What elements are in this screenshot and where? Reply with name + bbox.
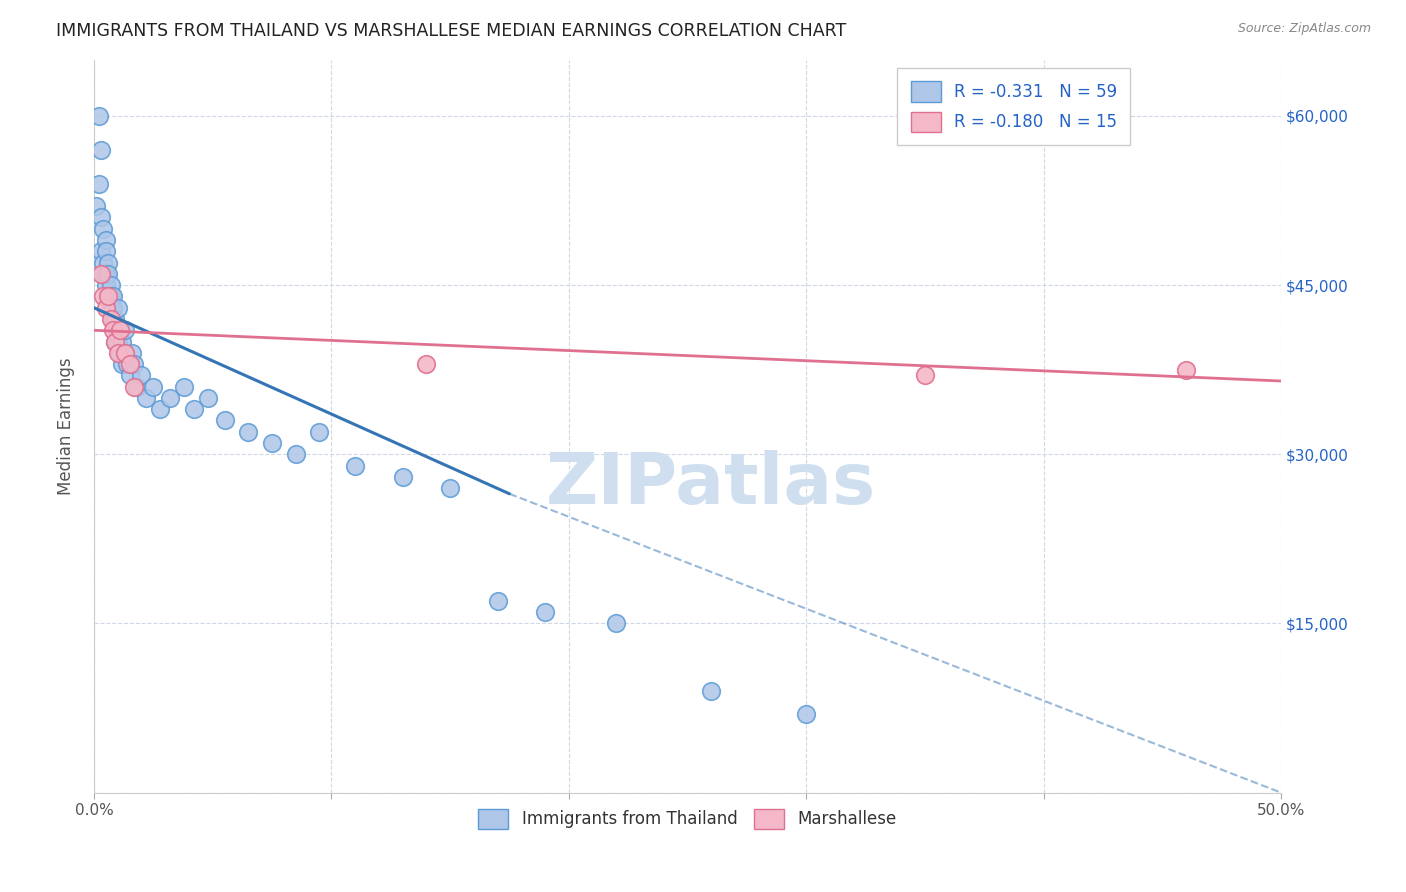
Point — [142, 379, 165, 393]
Point — [115, 357, 138, 371]
Point — [135, 391, 157, 405]
Point — [107, 334, 129, 349]
Legend: Immigrants from Thailand, Marshallese: Immigrants from Thailand, Marshallese — [471, 802, 903, 836]
Point — [1175, 363, 1198, 377]
Point — [87, 177, 110, 191]
Point — [97, 289, 120, 303]
Point — [108, 323, 131, 337]
Point — [118, 368, 141, 383]
Point — [124, 357, 146, 371]
Point — [131, 368, 153, 383]
Point — [415, 357, 437, 371]
Point — [284, 447, 307, 461]
Point — [100, 301, 122, 315]
Point — [104, 334, 127, 349]
Point — [87, 109, 110, 123]
Point — [114, 346, 136, 360]
Point — [173, 379, 195, 393]
Point — [114, 323, 136, 337]
Point — [214, 413, 236, 427]
Point — [108, 323, 131, 337]
Point — [197, 391, 219, 405]
Point — [260, 436, 283, 450]
Point — [104, 312, 127, 326]
Point — [125, 379, 148, 393]
Point — [101, 301, 124, 315]
Point — [124, 379, 146, 393]
Text: IMMIGRANTS FROM THAILAND VS MARSHALLESE MEDIAN EARNINGS CORRELATION CHART: IMMIGRANTS FROM THAILAND VS MARSHALLESE … — [56, 22, 846, 40]
Point — [107, 346, 129, 360]
Point — [100, 278, 122, 293]
Text: ZIPatlas: ZIPatlas — [546, 450, 876, 519]
Point — [90, 143, 112, 157]
Point — [238, 425, 260, 439]
Point — [794, 706, 817, 721]
Point — [149, 402, 172, 417]
Point — [118, 357, 141, 371]
Point — [84, 199, 107, 213]
Y-axis label: Median Earnings: Median Earnings — [58, 358, 75, 495]
Point — [159, 391, 181, 405]
Point — [101, 323, 124, 337]
Point — [94, 244, 117, 259]
Point — [93, 289, 115, 303]
Point — [101, 289, 124, 303]
Point — [104, 334, 127, 349]
Point — [94, 301, 117, 315]
Point — [93, 221, 115, 235]
Point — [101, 312, 124, 326]
Point — [344, 458, 367, 473]
Point — [107, 301, 129, 315]
Point — [94, 278, 117, 293]
Point — [308, 425, 330, 439]
Point — [534, 605, 557, 619]
Point — [700, 684, 723, 698]
Point — [914, 368, 936, 383]
Point — [90, 267, 112, 281]
Point — [605, 616, 627, 631]
Point — [100, 312, 122, 326]
Point — [111, 334, 134, 349]
Point — [93, 255, 115, 269]
Point — [97, 289, 120, 303]
Point — [100, 289, 122, 303]
Point — [183, 402, 205, 417]
Point — [93, 267, 115, 281]
Point — [97, 255, 120, 269]
Point — [108, 346, 131, 360]
Point — [90, 244, 112, 259]
Point — [114, 346, 136, 360]
Point — [90, 211, 112, 225]
Point — [97, 267, 120, 281]
Point — [439, 481, 461, 495]
Point — [94, 267, 117, 281]
Text: Source: ZipAtlas.com: Source: ZipAtlas.com — [1237, 22, 1371, 36]
Point — [486, 594, 509, 608]
Point — [391, 470, 413, 484]
Point — [121, 346, 143, 360]
Point — [94, 233, 117, 247]
Point — [107, 323, 129, 337]
Point — [111, 357, 134, 371]
